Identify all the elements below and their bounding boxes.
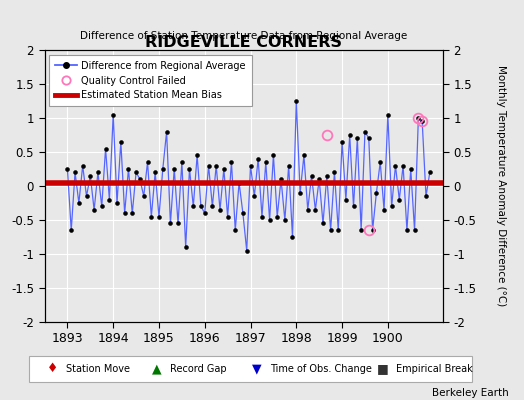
- Text: Station Move: Station Move: [66, 364, 129, 374]
- Text: Berkeley Earth: Berkeley Earth: [432, 388, 508, 398]
- Y-axis label: Monthly Temperature Anomaly Difference (°C): Monthly Temperature Anomaly Difference (…: [496, 65, 506, 307]
- Text: Record Gap: Record Gap: [170, 364, 227, 374]
- Title: RIDGEVILLE CORNERS: RIDGEVILLE CORNERS: [145, 35, 342, 50]
- Text: ♦: ♦: [47, 362, 58, 376]
- Text: Empirical Break: Empirical Break: [396, 364, 472, 374]
- Text: ■: ■: [377, 362, 388, 376]
- Text: Time of Obs. Change: Time of Obs. Change: [270, 364, 372, 374]
- Text: ▼: ▼: [252, 362, 261, 376]
- Text: Difference of Station Temperature Data from Regional Average: Difference of Station Temperature Data f…: [80, 31, 407, 41]
- Text: ▲: ▲: [152, 362, 162, 376]
- Legend: Difference from Regional Average, Quality Control Failed, Estimated Station Mean: Difference from Regional Average, Qualit…: [49, 55, 252, 106]
